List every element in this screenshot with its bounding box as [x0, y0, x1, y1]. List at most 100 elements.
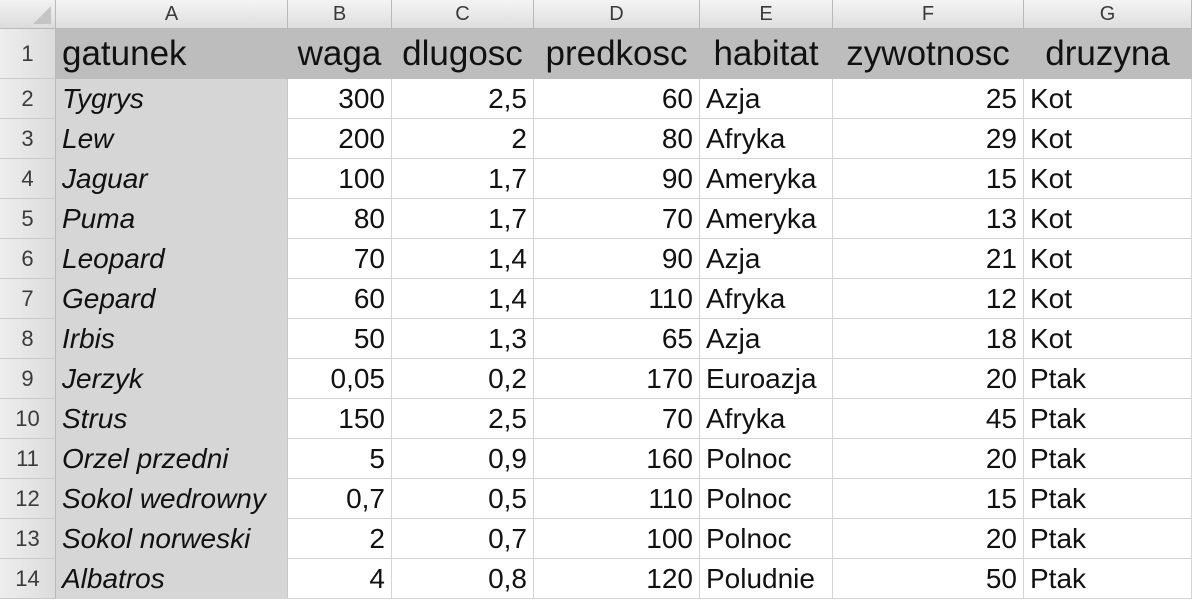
cell-b2[interactable]: 300 [288, 79, 392, 119]
cell-a3[interactable]: Lew [56, 119, 288, 159]
cell-b13[interactable]: 2 [288, 519, 392, 559]
cell-e7[interactable]: Afryka [700, 279, 833, 319]
cell-d3[interactable]: 80 [534, 119, 700, 159]
cell-c3[interactable]: 2 [392, 119, 534, 159]
cell-a12[interactable]: Sokol wedrowny [56, 479, 288, 519]
cell-e4[interactable]: Ameryka [700, 159, 833, 199]
cell-c13[interactable]: 0,7 [392, 519, 534, 559]
cell-a9[interactable]: Jerzyk [56, 359, 288, 399]
row-header-13[interactable]: 13 [0, 519, 56, 559]
row-header-5[interactable]: 5 [0, 199, 56, 239]
row-header-14[interactable]: 14 [0, 559, 56, 599]
cell-d5[interactable]: 70 [534, 199, 700, 239]
cell-c7[interactable]: 1,4 [392, 279, 534, 319]
cell-g14[interactable]: Ptak [1024, 559, 1192, 599]
cell-g11[interactable]: Ptak [1024, 439, 1192, 479]
cell-a2[interactable]: Tygrys [56, 79, 288, 119]
cell-c14[interactable]: 0,8 [392, 559, 534, 599]
cell-d1[interactable]: predkosc [534, 29, 700, 79]
row-header-3[interactable]: 3 [0, 119, 56, 159]
cell-g3[interactable]: Kot [1024, 119, 1192, 159]
cell-b7[interactable]: 60 [288, 279, 392, 319]
row-header-10[interactable]: 10 [0, 399, 56, 439]
cell-g10[interactable]: Ptak [1024, 399, 1192, 439]
cell-a6[interactable]: Leopard [56, 239, 288, 279]
cell-b11[interactable]: 5 [288, 439, 392, 479]
cell-a10[interactable]: Strus [56, 399, 288, 439]
cell-b4[interactable]: 100 [288, 159, 392, 199]
cell-f4[interactable]: 15 [833, 159, 1024, 199]
column-header-g[interactable]: G [1024, 0, 1192, 29]
cell-e8[interactable]: Azja [700, 319, 833, 359]
cell-d13[interactable]: 100 [534, 519, 700, 559]
select-all-corner[interactable] [0, 0, 56, 29]
cell-e10[interactable]: Afryka [700, 399, 833, 439]
cell-c8[interactable]: 1,3 [392, 319, 534, 359]
cell-f6[interactable]: 21 [833, 239, 1024, 279]
cell-e11[interactable]: Polnoc [700, 439, 833, 479]
cell-f1[interactable]: zywotnosc [833, 29, 1024, 79]
cell-b1[interactable]: waga [288, 29, 392, 79]
cell-d6[interactable]: 90 [534, 239, 700, 279]
cell-f7[interactable]: 12 [833, 279, 1024, 319]
cell-e3[interactable]: Afryka [700, 119, 833, 159]
cell-c1[interactable]: dlugosc [392, 29, 534, 79]
cell-e5[interactable]: Ameryka [700, 199, 833, 239]
cell-e6[interactable]: Azja [700, 239, 833, 279]
cell-c9[interactable]: 0,2 [392, 359, 534, 399]
cell-b5[interactable]: 80 [288, 199, 392, 239]
cell-d9[interactable]: 170 [534, 359, 700, 399]
row-header-2[interactable]: 2 [0, 79, 56, 119]
cell-a4[interactable]: Jaguar [56, 159, 288, 199]
cell-g8[interactable]: Kot [1024, 319, 1192, 359]
cell-g9[interactable]: Ptak [1024, 359, 1192, 399]
cell-d8[interactable]: 65 [534, 319, 700, 359]
row-header-7[interactable]: 7 [0, 279, 56, 319]
cell-e1[interactable]: habitat [700, 29, 833, 79]
row-header-6[interactable]: 6 [0, 239, 56, 279]
row-header-11[interactable]: 11 [0, 439, 56, 479]
cell-c10[interactable]: 2,5 [392, 399, 534, 439]
cell-d14[interactable]: 120 [534, 559, 700, 599]
cell-d12[interactable]: 110 [534, 479, 700, 519]
cell-a5[interactable]: Puma [56, 199, 288, 239]
column-header-f[interactable]: F [833, 0, 1024, 29]
cell-g4[interactable]: Kot [1024, 159, 1192, 199]
cell-f14[interactable]: 50 [833, 559, 1024, 599]
cell-c4[interactable]: 1,7 [392, 159, 534, 199]
cell-f9[interactable]: 20 [833, 359, 1024, 399]
cell-f3[interactable]: 29 [833, 119, 1024, 159]
cell-b8[interactable]: 50 [288, 319, 392, 359]
cell-g6[interactable]: Kot [1024, 239, 1192, 279]
cell-b6[interactable]: 70 [288, 239, 392, 279]
cell-c5[interactable]: 1,7 [392, 199, 534, 239]
cell-g13[interactable]: Ptak [1024, 519, 1192, 559]
cell-d10[interactable]: 70 [534, 399, 700, 439]
cell-c6[interactable]: 1,4 [392, 239, 534, 279]
column-header-a[interactable]: A [56, 0, 288, 29]
cell-b12[interactable]: 0,7 [288, 479, 392, 519]
cell-g12[interactable]: Ptak [1024, 479, 1192, 519]
cell-f5[interactable]: 13 [833, 199, 1024, 239]
column-header-b[interactable]: B [288, 0, 392, 29]
cell-g7[interactable]: Kot [1024, 279, 1192, 319]
cell-b10[interactable]: 150 [288, 399, 392, 439]
cell-g5[interactable]: Kot [1024, 199, 1192, 239]
cell-c12[interactable]: 0,5 [392, 479, 534, 519]
cell-a7[interactable]: Gepard [56, 279, 288, 319]
cell-c2[interactable]: 2,5 [392, 79, 534, 119]
cell-b9[interactable]: 0,05 [288, 359, 392, 399]
cell-d2[interactable]: 60 [534, 79, 700, 119]
cell-a11[interactable]: Orzel przedni [56, 439, 288, 479]
cell-f8[interactable]: 18 [833, 319, 1024, 359]
cell-c11[interactable]: 0,9 [392, 439, 534, 479]
cell-f2[interactable]: 25 [833, 79, 1024, 119]
cell-d4[interactable]: 90 [534, 159, 700, 199]
cell-e2[interactable]: Azja [700, 79, 833, 119]
cell-e12[interactable]: Polnoc [700, 479, 833, 519]
cell-b14[interactable]: 4 [288, 559, 392, 599]
cell-e9[interactable]: Euroazja [700, 359, 833, 399]
row-header-1[interactable]: 1 [0, 29, 56, 79]
cell-f11[interactable]: 20 [833, 439, 1024, 479]
cell-f13[interactable]: 20 [833, 519, 1024, 559]
